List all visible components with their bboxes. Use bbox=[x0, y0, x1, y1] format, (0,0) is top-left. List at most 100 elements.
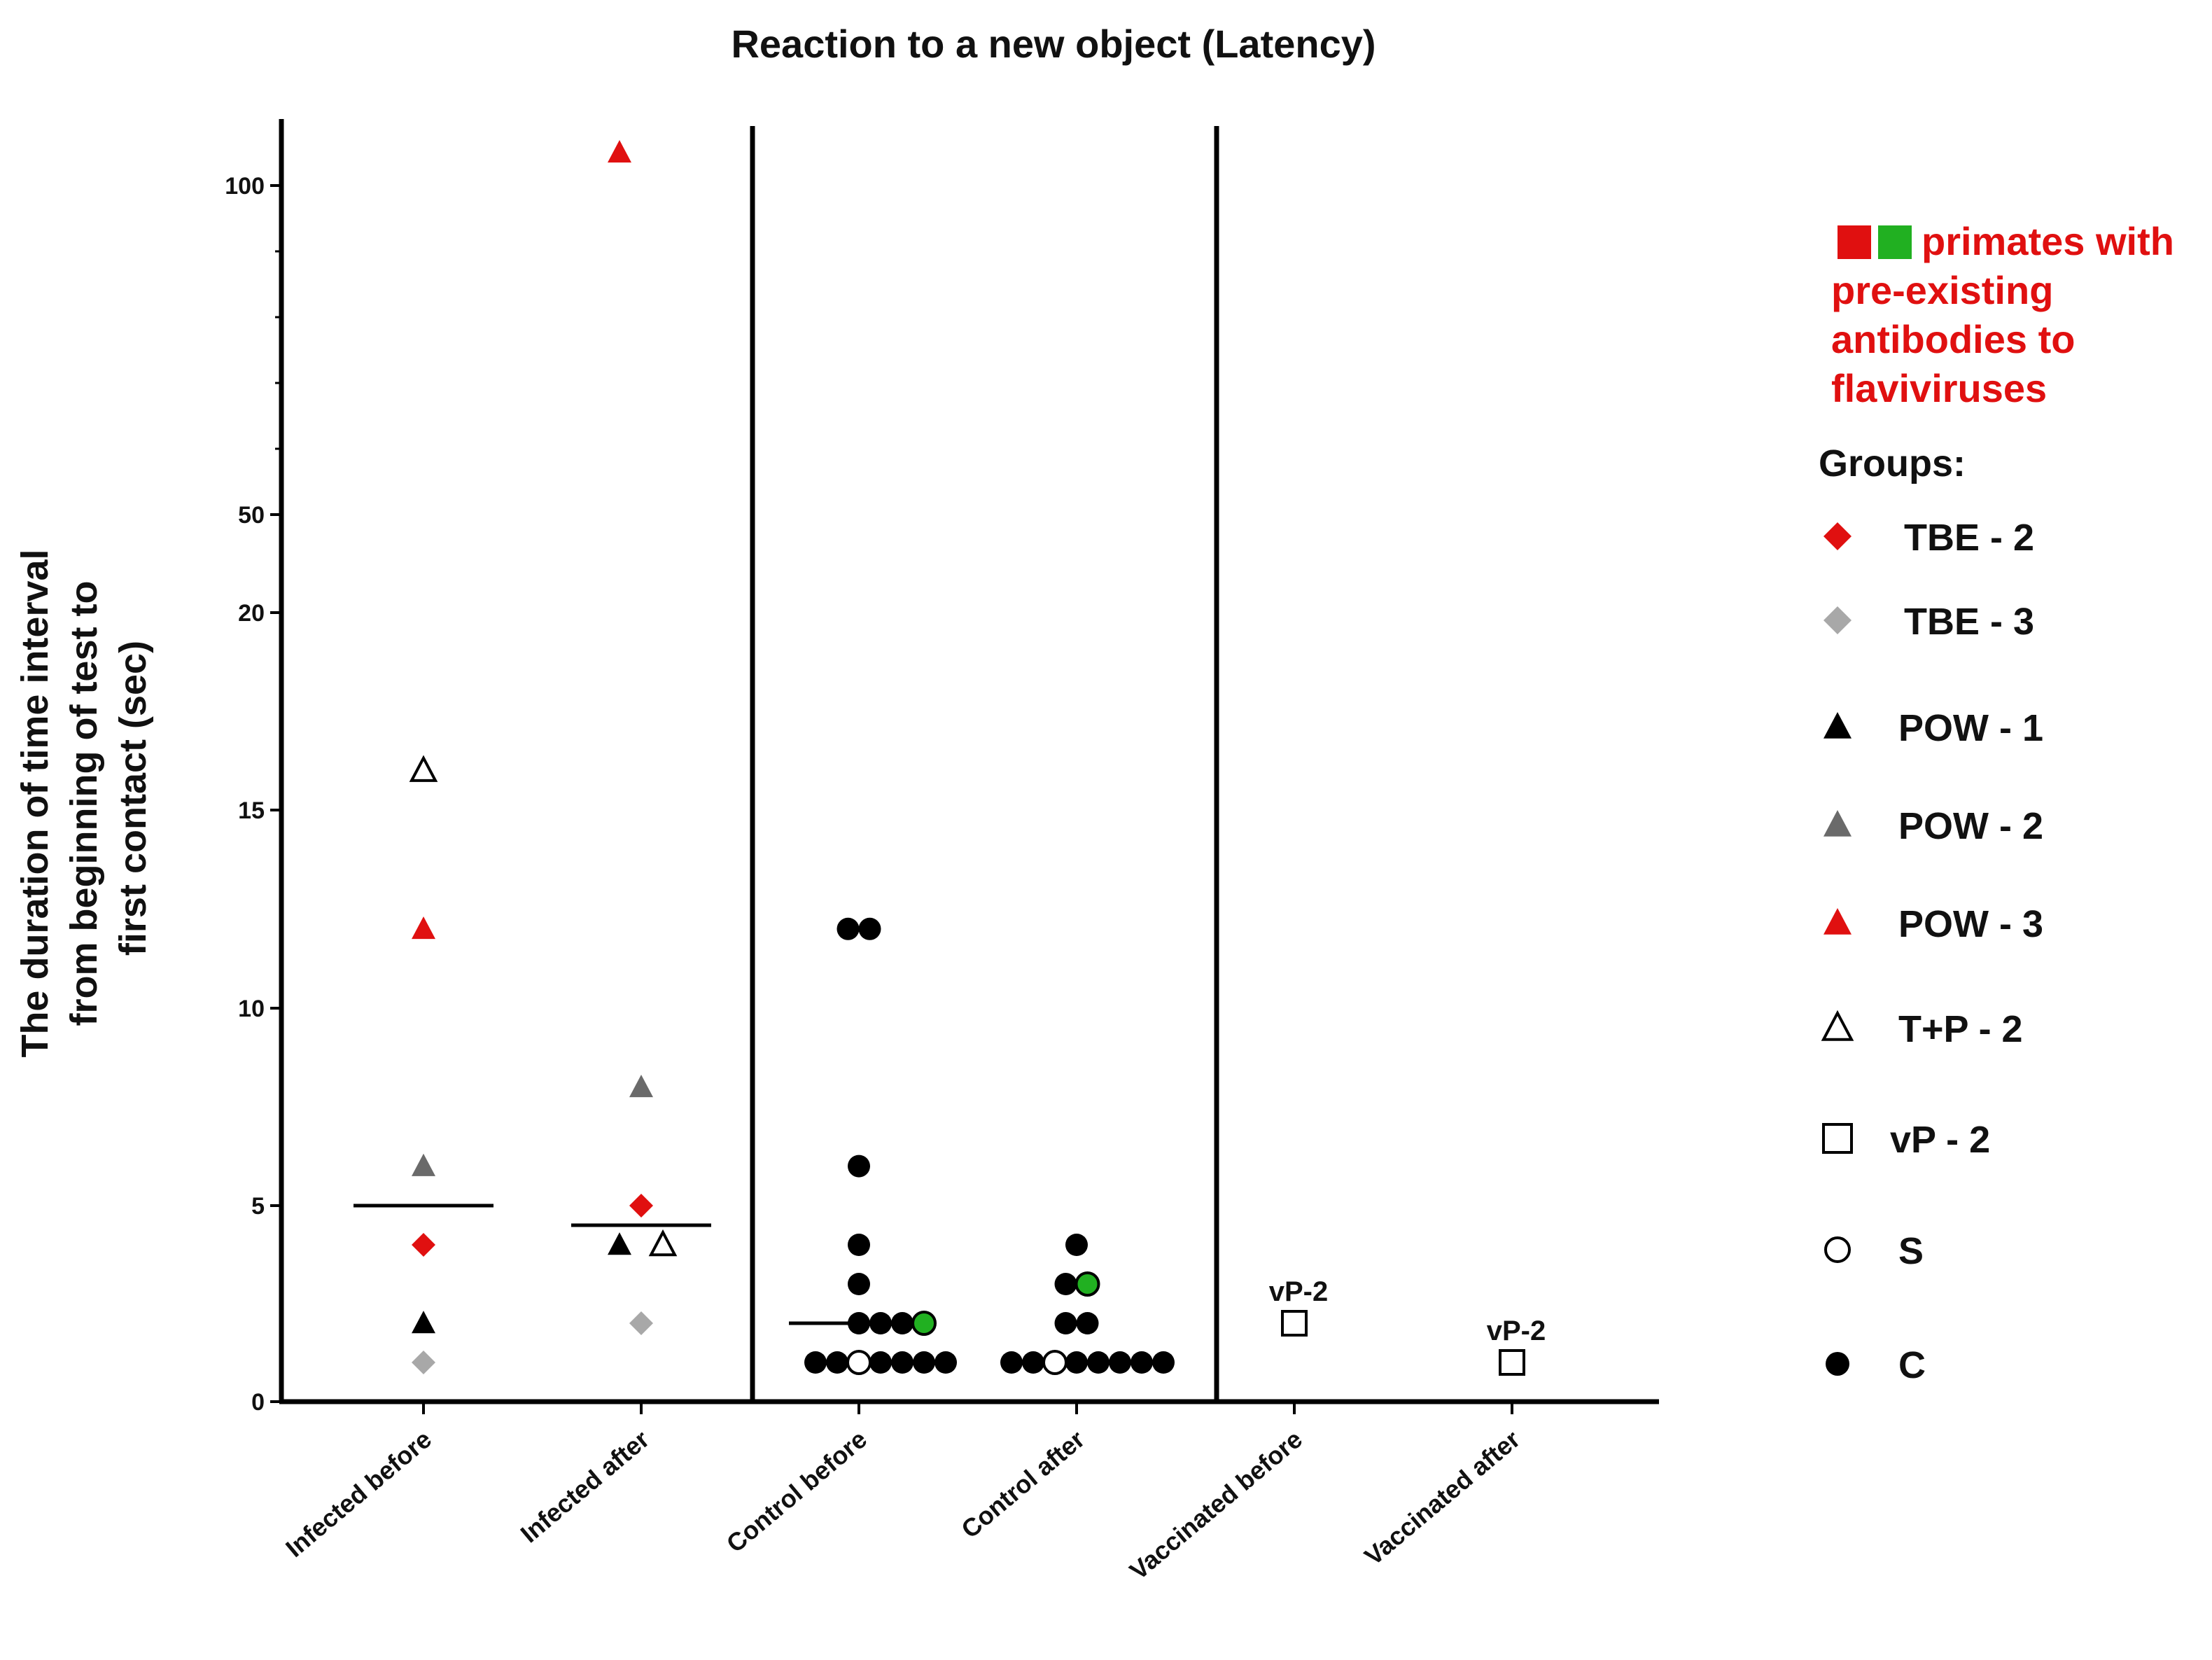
y-axis-label: The duration of time interval from begin… bbox=[14, 538, 154, 1057]
data-point bbox=[804, 1351, 827, 1374]
legend-item: T+P - 2 bbox=[1821, 1008, 2023, 1050]
legend-item: TBE - 3 bbox=[1823, 601, 2034, 643]
antibody-note: primates with pre-existing antibodies to… bbox=[1831, 219, 2174, 410]
legend-label: POW - 3 bbox=[1898, 903, 2043, 945]
data-point bbox=[869, 1351, 892, 1374]
data-point bbox=[1054, 1312, 1077, 1334]
data-point bbox=[1054, 1273, 1077, 1295]
legend-item: S bbox=[1824, 1230, 1924, 1272]
data-point bbox=[858, 917, 881, 940]
legend-item: TBE - 2 bbox=[1823, 517, 2034, 559]
data-point bbox=[911, 1311, 937, 1336]
y-tick-label: 50 bbox=[238, 502, 265, 529]
antibody-note-line-2: pre-existing bbox=[1831, 268, 2053, 312]
data-point bbox=[891, 1312, 913, 1334]
data-point bbox=[608, 1232, 631, 1255]
y-tick-label: 0 bbox=[251, 1389, 265, 1416]
x-category-label: Vaccinated before bbox=[1124, 1425, 1308, 1585]
data-point bbox=[412, 1153, 435, 1176]
data-point bbox=[836, 917, 860, 940]
data-point bbox=[1130, 1351, 1153, 1374]
legend-label: T+P - 2 bbox=[1898, 1008, 2023, 1050]
legend-marker bbox=[1823, 712, 1851, 739]
legend-marker bbox=[1823, 810, 1851, 837]
data-point bbox=[934, 1351, 957, 1374]
data-point bbox=[1087, 1351, 1110, 1374]
data-point bbox=[1281, 1310, 1308, 1337]
data-point bbox=[629, 1194, 653, 1218]
antibody-red-swatch bbox=[1837, 225, 1871, 259]
x-category-label: Control after bbox=[955, 1425, 1090, 1544]
y-tick-label: 100 bbox=[225, 173, 265, 200]
y-tick-label: 5 bbox=[251, 1193, 265, 1220]
data-point bbox=[846, 1350, 872, 1375]
data-point bbox=[848, 1312, 870, 1334]
legend: TBE - 2 TBE - 3 POW - 1 POW - 2 POW - 3 T+P -… bbox=[1821, 517, 2043, 1386]
legend-label: POW - 2 bbox=[1898, 805, 2043, 847]
chart-title: Reaction to a new object (Latency) bbox=[731, 22, 1376, 66]
y-axis-label-line-2: from beginning of test to bbox=[63, 581, 105, 1026]
data-point bbox=[891, 1351, 913, 1374]
legend-marker bbox=[1824, 1236, 1851, 1263]
data-point bbox=[848, 1155, 870, 1178]
data-point bbox=[1152, 1351, 1175, 1374]
data-point bbox=[1042, 1350, 1068, 1375]
x-category-label: Infected before bbox=[280, 1425, 437, 1563]
legend-marker bbox=[1823, 606, 1851, 634]
data-point bbox=[412, 1233, 435, 1257]
y-tick-label: 10 bbox=[238, 996, 265, 1022]
legend-label: vP - 2 bbox=[1890, 1119, 1990, 1161]
x-axis-ticks: Infected before Infected after Control bef… bbox=[280, 1402, 1525, 1585]
legend-item: POW - 2 bbox=[1823, 805, 2043, 847]
data-point bbox=[629, 1311, 653, 1335]
legend-label: S bbox=[1898, 1230, 1924, 1272]
legend-label: POW - 1 bbox=[1898, 707, 2043, 749]
axes bbox=[279, 119, 1659, 1404]
data-point bbox=[869, 1312, 892, 1334]
legend-marker bbox=[1826, 1352, 1849, 1376]
data-point bbox=[412, 916, 435, 940]
data-point bbox=[848, 1273, 870, 1295]
legend-item: POW - 1 bbox=[1823, 707, 2043, 749]
legend-item: C bbox=[1826, 1344, 1926, 1386]
y-tick-label: 15 bbox=[238, 797, 265, 824]
point-annotation: vP-2 bbox=[1269, 1276, 1329, 1307]
point-annotation: vP-2 bbox=[1487, 1316, 1546, 1346]
legend-marker bbox=[1822, 1123, 1853, 1154]
data-point bbox=[412, 1311, 435, 1334]
data-point bbox=[648, 1229, 678, 1257]
data-point bbox=[629, 1074, 653, 1098]
data-point bbox=[1074, 1271, 1100, 1297]
data-point bbox=[826, 1351, 848, 1374]
legend-label: TBE - 3 bbox=[1904, 601, 2034, 643]
y-axis-label-line-1: The duration of time interval bbox=[14, 549, 56, 1057]
legend-label: TBE - 2 bbox=[1904, 517, 2034, 559]
legend-marker bbox=[1823, 908, 1851, 935]
data-point bbox=[1109, 1351, 1131, 1374]
data-point bbox=[412, 1351, 435, 1374]
data-points: vP-2 vP-2 bbox=[409, 140, 1546, 1376]
data-point bbox=[1000, 1351, 1023, 1374]
y-axis-ticks: 0 5 10 15 20 50 100 bbox=[225, 173, 281, 1416]
y-axis-label-line-3: first contact (sec) bbox=[112, 641, 154, 956]
legend-item: vP - 2 bbox=[1822, 1119, 1990, 1161]
x-category-label: Control before bbox=[721, 1425, 872, 1558]
antibody-green-swatch bbox=[1878, 225, 1912, 259]
legend-marker bbox=[1823, 522, 1851, 550]
antibody-note-line-3: antibodies to bbox=[1831, 317, 2075, 361]
data-point bbox=[1499, 1349, 1525, 1376]
data-point bbox=[1076, 1312, 1099, 1334]
legend-label: C bbox=[1898, 1344, 1926, 1386]
data-point bbox=[409, 755, 438, 782]
x-category-label: Infected after bbox=[515, 1425, 655, 1549]
legend-title: Groups: bbox=[1819, 442, 1966, 484]
y-tick-label: 20 bbox=[238, 600, 265, 627]
data-point bbox=[1065, 1234, 1088, 1256]
data-point bbox=[848, 1234, 870, 1256]
data-point bbox=[913, 1351, 935, 1374]
data-point bbox=[1022, 1351, 1044, 1374]
antibody-note-line-4: flaviviruses bbox=[1831, 366, 2047, 410]
data-point bbox=[1065, 1351, 1088, 1374]
legend-marker bbox=[1821, 1010, 1854, 1041]
